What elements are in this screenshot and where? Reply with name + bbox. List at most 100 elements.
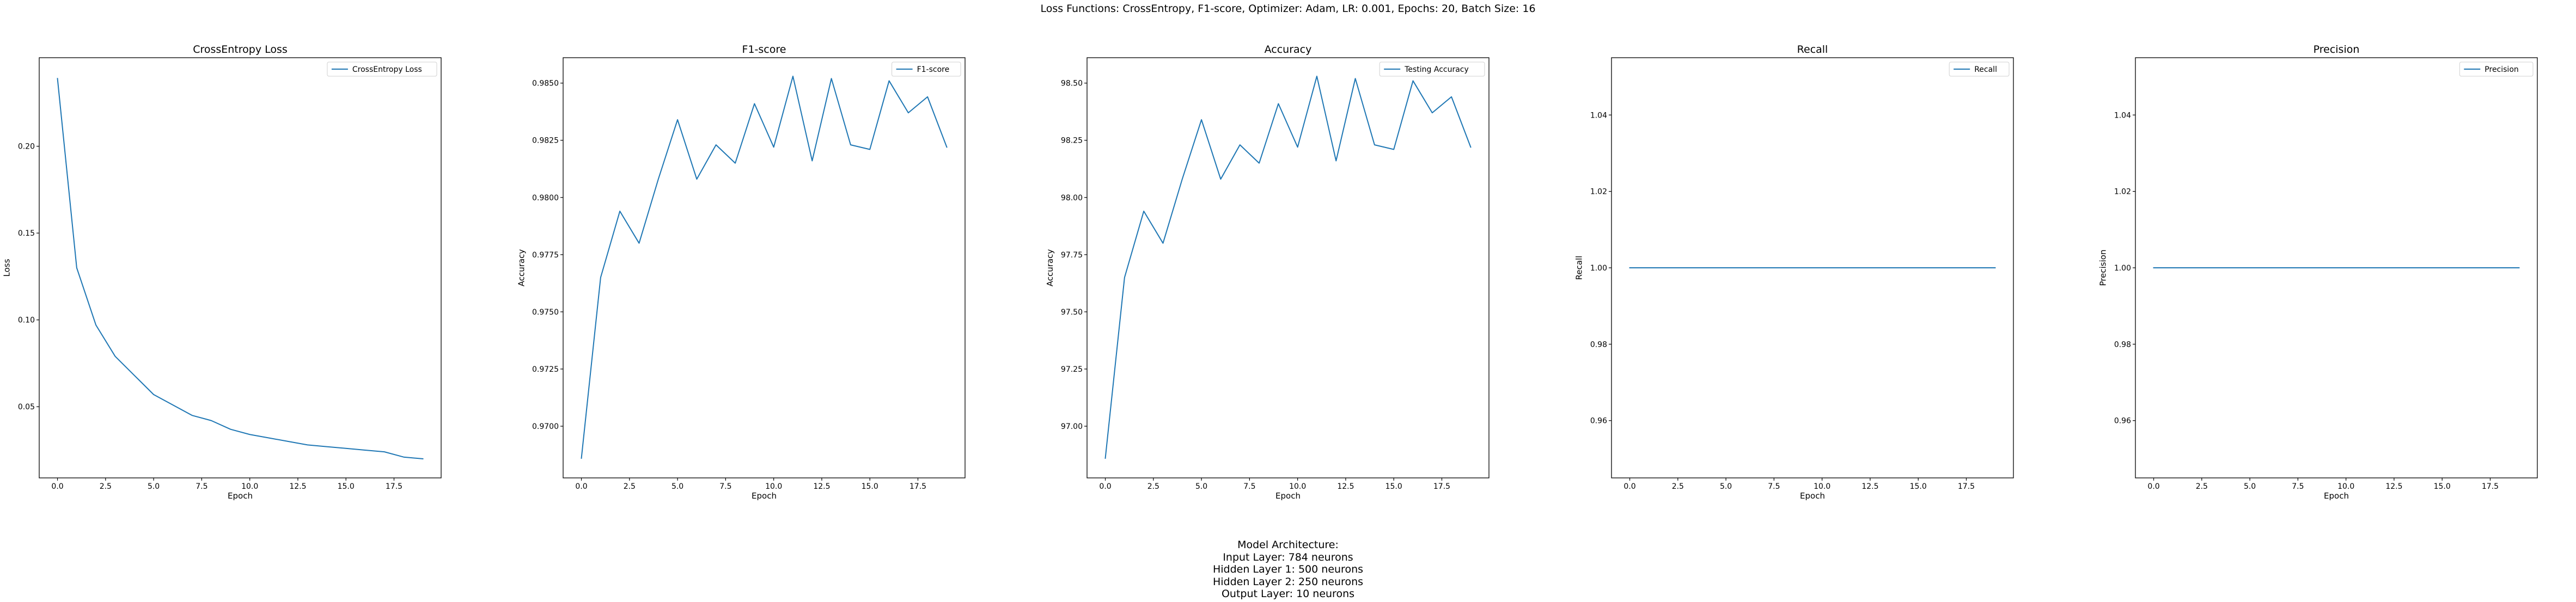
crossentropy-loss-xtick-label: 7.5	[196, 482, 207, 491]
f1-score-title: F1-score	[742, 44, 786, 56]
precision-legend-label: Precision	[2485, 65, 2518, 74]
f1-score-xtick-label: 15.0	[862, 482, 878, 491]
crossentropy-loss-xtick-label: 2.5	[100, 482, 112, 491]
crossentropy-loss-legend-label: CrossEntropy Loss	[352, 65, 422, 74]
accuracy-legend-box	[1379, 62, 1485, 77]
crossentropy-loss-legend-box	[327, 62, 437, 77]
f1-score-ytick-label: 0.9850	[532, 79, 559, 88]
crossentropy-loss-ytick-label: 0.10	[18, 316, 35, 325]
recall-xtick-label: 15.0	[1910, 482, 1927, 491]
subplot-precision: Precision 0.0 2.5 5.0 7.5 10.0 12.5 15.0 17.5 0.9…	[2098, 44, 2538, 501]
recall-ytick-label: 0.98	[1590, 340, 1607, 349]
accuracy-xtick-label: 5.0	[1195, 482, 1207, 491]
precision-xtick-label: 10.0	[2337, 482, 2354, 491]
accuracy-xlabel: Epoch	[1275, 491, 1301, 501]
accuracy-xtick-label: 7.5	[1243, 482, 1255, 491]
recall-xtick-label: 2.5	[1672, 482, 1684, 491]
f1-score-xtick-label: 2.5	[624, 482, 636, 491]
precision-title: Precision	[2313, 44, 2360, 56]
f1-score-xtick-label: 12.5	[813, 482, 830, 491]
precision-xlabel: Epoch	[2324, 491, 2349, 501]
crossentropy-loss-legend: CrossEntropy Loss	[327, 62, 437, 77]
accuracy-xtick-label: 17.5	[1433, 482, 1450, 491]
precision-xtick-label: 0.0	[2147, 482, 2159, 491]
precision-ytick-label: 1.00	[2114, 264, 2131, 273]
subplot-crossentropy-loss: CrossEntropy Loss 0.0 2.5 5.0 7.5 10.0 12.5 15.…	[2, 44, 442, 501]
precision-ytick-label: 1.02	[2114, 188, 2131, 196]
precision-ytick-label: 0.98	[2114, 340, 2131, 349]
precision-xtick-label: 12.5	[2385, 482, 2402, 491]
subplot-accuracy: Accuracy 0.0 2.5 5.0 7.5 10.0 12.5 15.0 17.5 97.0…	[1045, 44, 1490, 501]
accuracy-xtick-label: 10.0	[1289, 482, 1306, 491]
precision-xtick-label: 7.5	[2292, 482, 2304, 491]
precision-legend: Precision	[2459, 62, 2534, 77]
crossentropy-loss-xtick-label: 5.0	[148, 482, 160, 491]
accuracy-xtick-label: 0.0	[1099, 482, 1111, 491]
crossentropy-loss-ylabel: Loss	[2, 259, 12, 277]
accuracy-ytick-label: 97.00	[1061, 422, 1083, 431]
f1-score-ytick-label: 0.9775	[532, 251, 559, 260]
crossentropy-loss-xtick-label: 0.0	[51, 482, 63, 491]
f1-score-ytick-label: 0.9825	[532, 137, 559, 145]
crossentropy-loss-series-line	[57, 78, 424, 459]
architecture-heading: Model Architecture:	[1237, 539, 1339, 551]
accuracy-legend: Testing Accuracy	[1379, 62, 1485, 77]
recall-ytick-label: 0.96	[1590, 417, 1607, 426]
recall-ytick-label: 1.04	[1590, 111, 1607, 120]
subplot-recall: Recall 0.0 2.5 5.0 7.5 10.0 12.5 15.0 17.5 0.96 0.…	[1574, 44, 2014, 501]
f1-score-ytick-label: 0.9800	[532, 194, 559, 202]
accuracy-ytick-label: 98.25	[1061, 137, 1083, 145]
f1-score-legend: F1-score	[892, 62, 961, 77]
accuracy-ytick-label: 97.50	[1061, 308, 1083, 317]
f1-score-legend-box	[892, 62, 961, 77]
crossentropy-loss-ytick-label: 0.15	[18, 229, 35, 238]
precision-legend-box	[2459, 62, 2534, 77]
architecture-input-layer: Input Layer: 784 neurons	[1223, 551, 1353, 563]
crossentropy-loss-ytick-label: 0.20	[18, 143, 35, 151]
recall-xtick-label: 17.5	[1958, 482, 1975, 491]
accuracy-ytick-label: 98.50	[1061, 79, 1083, 88]
f1-score-ylabel: Accuracy	[516, 249, 526, 287]
f1-score-xtick-label: 10.0	[765, 482, 782, 491]
crossentropy-loss-xtick-label: 12.5	[289, 482, 306, 491]
f1-score-axes-frame	[563, 57, 966, 478]
accuracy-xtick-label: 2.5	[1147, 482, 1159, 491]
figure-suptitle: Loss Functions: CrossEntropy, F1-score, …	[1040, 3, 1535, 15]
recall-ytick-label: 1.02	[1590, 188, 1607, 196]
recall-ytick-label: 1.00	[1590, 264, 1607, 273]
accuracy-series-line	[1104, 76, 1472, 459]
accuracy-ylabel: Accuracy	[1045, 249, 1055, 287]
recall-legend: Recall	[1949, 62, 2010, 77]
recall-ylabel: Recall	[1574, 256, 1584, 280]
f1-score-xtick-label: 7.5	[719, 482, 731, 491]
recall-legend-label: Recall	[1974, 65, 1997, 74]
recall-title: Recall	[1797, 44, 1828, 56]
precision-ytick-label: 1.04	[2114, 111, 2131, 120]
precision-ytick-label: 0.96	[2114, 417, 2131, 426]
recall-xtick-label: 10.0	[1814, 482, 1830, 491]
accuracy-ytick-label: 97.75	[1061, 251, 1083, 260]
f1-score-ytick-label: 0.9725	[532, 365, 559, 374]
recall-xtick-label: 5.0	[1720, 482, 1732, 491]
accuracy-axes-frame	[1086, 57, 1490, 478]
recall-xtick-label: 0.0	[1623, 482, 1635, 491]
recall-legend-box	[1949, 62, 2010, 77]
crossentropy-loss-xtick-label: 17.5	[386, 482, 402, 491]
f1-score-xlabel: Epoch	[752, 491, 777, 501]
f1-score-xtick-label: 0.0	[575, 482, 587, 491]
subplot-panels: CrossEntropy Loss 0.0 2.5 5.0 7.5 10.0 12.5 15.…	[2, 44, 2538, 501]
accuracy-xtick-label: 15.0	[1385, 482, 1402, 491]
crossentropy-loss-xtick-label: 15.0	[338, 482, 355, 491]
crossentropy-loss-title: CrossEntropy Loss	[193, 44, 288, 56]
precision-xtick-label: 15.0	[2434, 482, 2451, 491]
subplot-f1-score: F1-score 0.0 2.5 5.0 7.5 10.0 12.5 15.0 17.5 0.97…	[516, 44, 966, 501]
accuracy-ytick-label: 97.25	[1061, 365, 1083, 374]
crossentropy-loss-xlabel: Epoch	[228, 491, 253, 501]
accuracy-title: Accuracy	[1265, 44, 1312, 56]
accuracy-xtick-label: 12.5	[1337, 482, 1354, 491]
crossentropy-loss-ytick-label: 0.05	[18, 403, 35, 411]
architecture-hidden-layer-1: Hidden Layer 1: 500 neurons	[1212, 563, 1364, 575]
f1-score-ytick-label: 0.9750	[532, 308, 559, 317]
f1-score-xtick-label: 5.0	[672, 482, 683, 491]
